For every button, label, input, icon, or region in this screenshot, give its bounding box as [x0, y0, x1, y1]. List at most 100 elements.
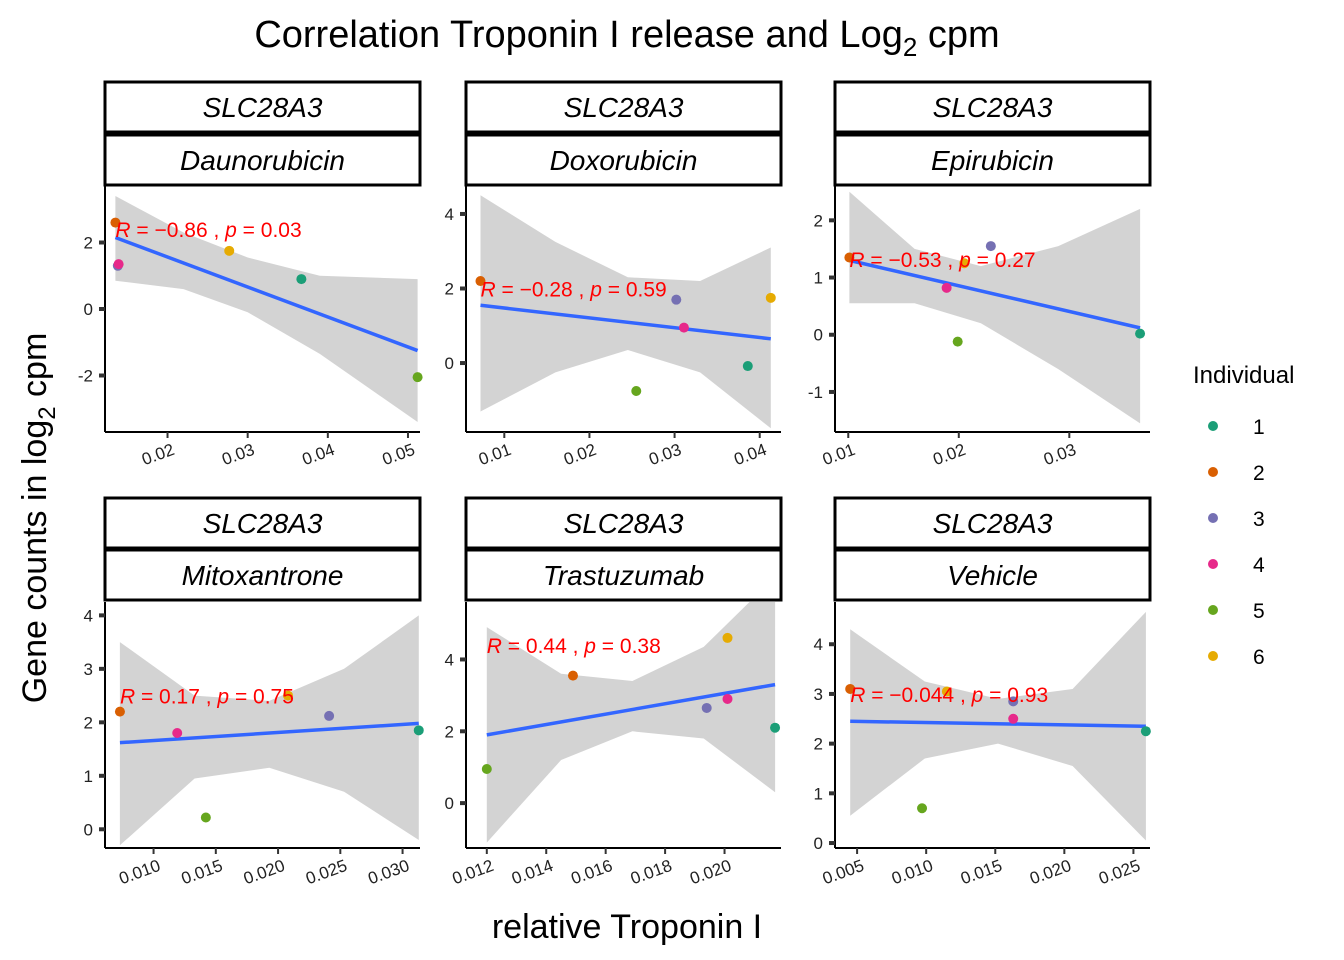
y-tick-label: 0	[814, 326, 823, 345]
treatment-strip-label: Epirubicin	[931, 145, 1054, 176]
y-tick-label: 2	[445, 722, 454, 741]
facet-panel: SLC28A3 Trastuzumab R = 0.44 , p = 0.38 0 2 4…	[445, 496, 783, 888]
data-point	[722, 632, 733, 643]
correlation-label: R = −0.28 , p = 0.59	[480, 279, 666, 302]
data-point	[324, 710, 335, 721]
correlation-label: R = −0.53 , p = 0.27	[849, 249, 1035, 272]
x-tick-label: 0.012	[450, 856, 496, 888]
correlation-label: R = −0.86 , p = 0.03	[115, 219, 301, 242]
data-point	[172, 728, 183, 739]
x-tick-label: 0.020	[1027, 856, 1073, 888]
data-point	[413, 725, 424, 736]
facet-panel: SLC28A3 Doxorubicin R = −0.28 , p = 0.59 0 2…	[445, 80, 783, 469]
data-point	[765, 292, 776, 303]
x-tick-label: 0.03	[1041, 440, 1079, 469]
legend-label: 2	[1253, 462, 1265, 485]
legend-label: 4	[1253, 554, 1265, 577]
confidence-band	[486, 602, 776, 843]
y-tick-label: -1	[808, 383, 823, 402]
regression-line	[480, 303, 771, 341]
y-tick-label: 1	[814, 784, 823, 803]
x-tick-label: 0.010	[889, 856, 935, 888]
facet-panel: SLC28A3 Daunorubicin R = −0.86 , p = 0.03 -…	[78, 80, 423, 469]
x-tick-label: 0.02	[139, 440, 177, 469]
y-tick-label: 0	[814, 834, 823, 853]
x-tick-label: 0.025	[1096, 856, 1142, 888]
gene-strip	[464, 80, 783, 134]
treatment-strip	[103, 548, 422, 602]
data-point	[671, 294, 682, 305]
legend-title: Individual	[1193, 362, 1294, 389]
data-point	[742, 361, 753, 372]
y-tick-label: 2	[814, 211, 823, 230]
legend-swatch	[1208, 513, 1218, 523]
regression-line	[850, 719, 1146, 728]
treatment-strip-label: Trastuzumab	[543, 560, 704, 591]
data-point	[113, 259, 124, 270]
confidence-band	[119, 615, 419, 846]
x-tick-label: 0.02	[931, 440, 969, 469]
data-point	[722, 693, 733, 704]
legend-swatch	[1208, 421, 1218, 431]
x-tick-label: 0.04	[731, 440, 769, 469]
regression-line	[119, 721, 419, 745]
gene-strip	[464, 496, 783, 550]
y-tick-label: 4	[84, 606, 93, 625]
y-tick-label: -2	[78, 366, 93, 385]
data-point	[114, 706, 125, 717]
x-tick-label: 0.030	[365, 856, 411, 888]
x-tick-label: 0.010	[116, 856, 162, 888]
x-tick-label: 0.014	[509, 856, 555, 888]
data-point	[678, 322, 689, 333]
legend-label: 6	[1253, 646, 1265, 669]
gene-strip-label: SLC28A3	[564, 92, 684, 123]
data-point	[770, 722, 781, 733]
y-tick-label: 0	[445, 354, 454, 373]
data-point	[845, 683, 856, 694]
treatment-strip	[833, 133, 1152, 187]
data-point	[567, 670, 578, 681]
data-point	[200, 812, 211, 823]
data-point	[631, 386, 642, 396]
y-axis-label: Gene counts in log2 cpm	[16, 333, 61, 704]
treatment-strip	[103, 133, 422, 187]
x-tick-label: 0.020	[241, 856, 287, 888]
legend-swatch	[1208, 651, 1218, 661]
x-tick-label: 0.015	[958, 856, 1004, 888]
y-tick-label: 4	[445, 205, 454, 224]
x-tick-label: 0.025	[303, 856, 349, 888]
x-tick-label: 0.05	[380, 440, 418, 469]
x-tick-label: 0.04	[300, 440, 338, 469]
data-point	[985, 241, 996, 252]
x-tick-label: 0.03	[219, 440, 257, 469]
legend-label: 5	[1253, 600, 1265, 623]
treatment-strip-label: Doxorubicin	[550, 145, 698, 176]
treatment-strip-label: Daunorubicin	[180, 145, 345, 176]
data-point	[296, 274, 307, 285]
x-tick-label: 0.02	[561, 440, 599, 469]
gene-strip-label: SLC28A3	[564, 508, 684, 539]
data-point	[701, 702, 712, 713]
y-tick-label: 0	[445, 794, 454, 813]
x-tick-label: 0.005	[820, 856, 866, 888]
data-point	[283, 690, 294, 701]
y-tick-label: 1	[84, 767, 93, 786]
confidence-band	[849, 191, 1141, 424]
x-tick-label: 0.016	[569, 856, 615, 888]
y-tick-label: 4	[814, 635, 823, 654]
x-tick-label: 0.020	[687, 856, 733, 888]
treatment-strip	[464, 548, 783, 602]
legend-swatch	[1208, 467, 1218, 477]
y-tick-label: 3	[814, 685, 823, 704]
x-tick-label: 0.03	[646, 440, 684, 469]
facet-panels: SLC28A3 Daunorubicin R = −0.86 , p = 0.03 -…	[78, 80, 1152, 888]
legend-label: 3	[1253, 508, 1265, 531]
y-tick-label: 4	[445, 650, 454, 669]
data-point	[1008, 696, 1019, 707]
data-point	[959, 258, 970, 269]
confidence-band	[850, 611, 1146, 841]
legend-swatch	[1208, 559, 1218, 569]
facet-panel: SLC28A3 Epirubicin R = −0.53 , p = 0.27 -1 0…	[808, 80, 1152, 469]
y-tick-label: 1	[814, 269, 823, 288]
